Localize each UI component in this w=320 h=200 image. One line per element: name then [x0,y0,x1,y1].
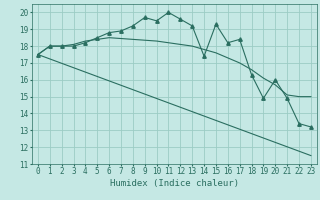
X-axis label: Humidex (Indice chaleur): Humidex (Indice chaleur) [110,179,239,188]
